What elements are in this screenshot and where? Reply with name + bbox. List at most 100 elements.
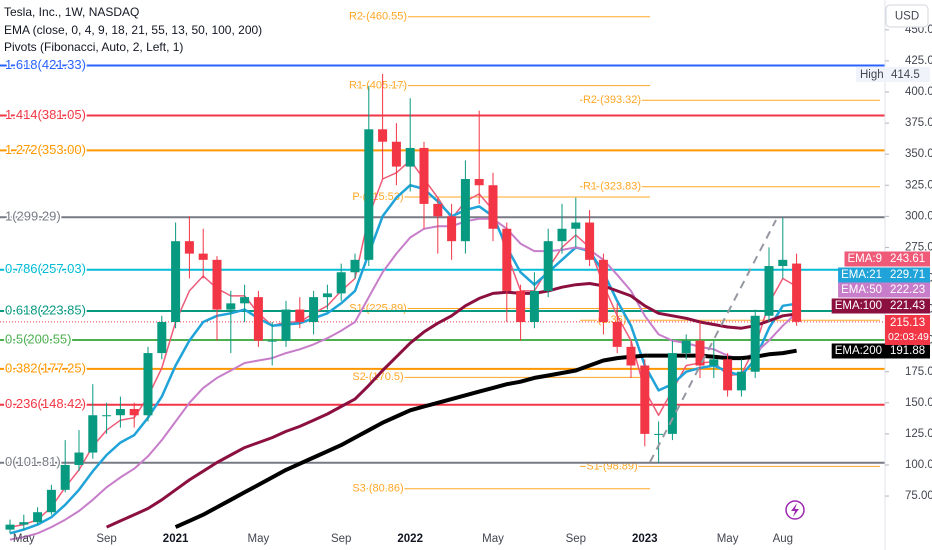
x-tick-label: 2023 (632, 533, 658, 545)
x-tick-label: May (13, 533, 35, 545)
candle-body (129, 409, 139, 416)
candle-body (336, 272, 346, 294)
y-tick-label: 325.00 (905, 179, 932, 191)
candle-body (102, 415, 112, 417)
ema-line (9, 217, 798, 541)
trend-line (649, 219, 777, 463)
x-tick-label: May (248, 533, 270, 545)
pivot-label: R2 (393.32) (583, 94, 641, 106)
ema-value: 222.23 (890, 284, 925, 296)
ema-value-box (885, 298, 930, 314)
ema-layer (9, 159, 798, 541)
candle-body (198, 253, 208, 260)
fib-label: 0.236(148.42) (5, 396, 86, 411)
ema-tag-box (831, 343, 885, 359)
indicator-label: EMA (close, 0, 4, 9, 18, 21, 55, 13, 50,… (4, 23, 262, 37)
candle-body (212, 259, 222, 310)
high-label: High (860, 69, 884, 81)
ema-tag-name: EMA:100 (835, 300, 882, 312)
ema-tag-name: EMA:50 (841, 284, 882, 296)
currency[interactable]: USD (895, 11, 919, 23)
x-tick-label: 2021 (163, 533, 189, 545)
ema-line (9, 183, 797, 535)
high-value: 414.5 (891, 69, 920, 81)
ema-line (9, 159, 797, 528)
candle-body (750, 315, 760, 372)
candle-body (792, 263, 802, 322)
candle-body (433, 203, 443, 217)
fib-label: 1.272(353.00) (5, 142, 86, 157)
x-tick-label: May (482, 533, 504, 545)
candle-body (778, 259, 788, 267)
candle-body (19, 522, 29, 525)
candle-body (447, 216, 457, 242)
currency-box[interactable] (885, 4, 929, 28)
ema-line (174, 348, 797, 529)
candle-body (626, 346, 636, 366)
y-tick-label: 375.00 (905, 117, 932, 129)
candle-body (474, 179, 484, 186)
x-tick-label: Sep (96, 533, 116, 545)
ema-tag-box (831, 298, 885, 314)
countdown: 02:03:49 (888, 331, 929, 343)
candle-body (240, 297, 250, 304)
candle-body (253, 297, 263, 341)
y-tick-label: 425.00 (905, 55, 932, 67)
alert-icon[interactable] (785, 500, 805, 520)
pivot-label: S1 (225.89) (349, 302, 406, 314)
axis-layer: 75.00100.00125.00150.00175.00200.00225.0… (13, 0, 932, 550)
ema-value: 191.88 (890, 345, 925, 357)
fib-label: 1.618(421.33) (5, 57, 86, 72)
pivot-label: S3 (80.86) (352, 483, 403, 495)
x-tick-label: May (717, 533, 739, 545)
candle-body (74, 452, 84, 465)
candle-body (598, 259, 608, 322)
ema-value: 221.43 (890, 300, 925, 312)
pivot-label: R1 (323.83) (583, 181, 641, 193)
alert-bolt[interactable] (791, 503, 799, 517)
candle-body (571, 222, 581, 229)
candle-body (281, 309, 291, 341)
candle-body (529, 290, 539, 322)
candle-body (736, 371, 746, 391)
fib-label: 1.414(381.05) (5, 107, 86, 122)
tags-layer: High 414.5 EMA:9 243.61 EMA:21 229.71 EMA:50 22… (831, 67, 930, 359)
fib-label: 0.382(177.25) (5, 360, 86, 375)
candle-body (681, 340, 691, 354)
y-tick-label: 75.00 (905, 490, 932, 502)
candle-body (764, 266, 774, 316)
fib-label: 0.786(257.03) (5, 261, 86, 276)
candle-body (143, 353, 153, 416)
indicator-label: Pivots (Fibonacci, Auto, 2, Left, 1) (4, 40, 183, 54)
candle-body (695, 340, 705, 366)
candle-body (709, 359, 719, 366)
candle-body (322, 293, 332, 298)
y-tick-label: 100.00 (905, 459, 932, 471)
price-value: 215.13 (890, 317, 925, 329)
ema-tag-box (838, 282, 885, 298)
candle-body (516, 290, 526, 322)
ema-line (105, 282, 797, 529)
candle-body (309, 297, 319, 322)
y-tick-label: 350.00 (905, 148, 932, 160)
y-tick-label: 275.00 (905, 241, 932, 253)
candle-body (543, 241, 553, 291)
pivot-label: R2 (460.55) (349, 11, 407, 23)
price-tag-box (885, 315, 930, 345)
fib-label: 0.618(223.85) (5, 302, 86, 317)
candle-body (157, 321, 167, 354)
candle-body (171, 241, 181, 322)
x-tick-label: 2022 (397, 533, 423, 545)
candle-body (378, 129, 388, 142)
candles-layer (5, 73, 802, 534)
candle-body (557, 228, 567, 242)
candle-body (391, 141, 401, 167)
y-tick-label: 125.00 (905, 428, 932, 440)
candle-body (184, 241, 194, 254)
candle-body (350, 259, 360, 273)
candle-body (364, 129, 374, 260)
y-tick-label: 150.00 (905, 397, 932, 409)
ema-value-box (885, 267, 930, 283)
candle-body (460, 179, 470, 242)
